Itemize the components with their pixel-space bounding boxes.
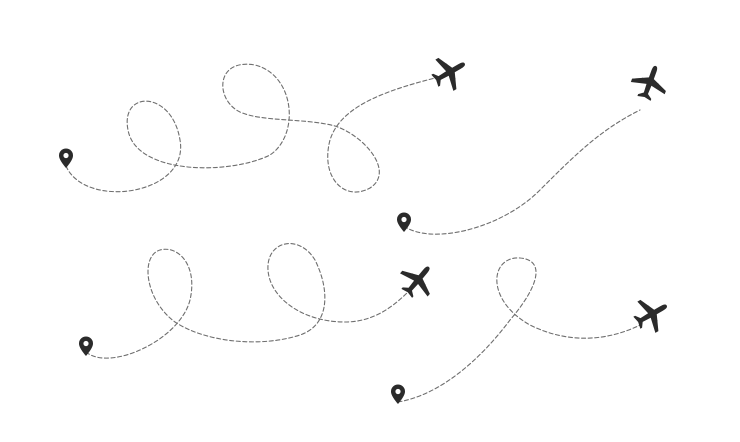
route-3-dashed-path: [85, 243, 411, 359]
route-4-dashed-path: [397, 257, 641, 403]
route-2-start-pin: [397, 212, 411, 232]
route-3-airplane-icon: [392, 255, 443, 305]
route-4: [391, 257, 676, 404]
route-2: [397, 59, 673, 235]
route-1: [59, 47, 474, 193]
route-3-start-pin: [79, 336, 94, 356]
route-1-airplane-icon: [425, 47, 474, 97]
route-2-airplane-icon: [627, 59, 673, 105]
route-1-dashed-path: [65, 63, 436, 193]
route-4-airplane-icon: [627, 289, 676, 339]
route-2-dashed-path: [403, 109, 641, 235]
route-1-start-pin: [59, 148, 73, 168]
route-3: [79, 243, 443, 359]
route-4-start-pin: [391, 384, 405, 404]
